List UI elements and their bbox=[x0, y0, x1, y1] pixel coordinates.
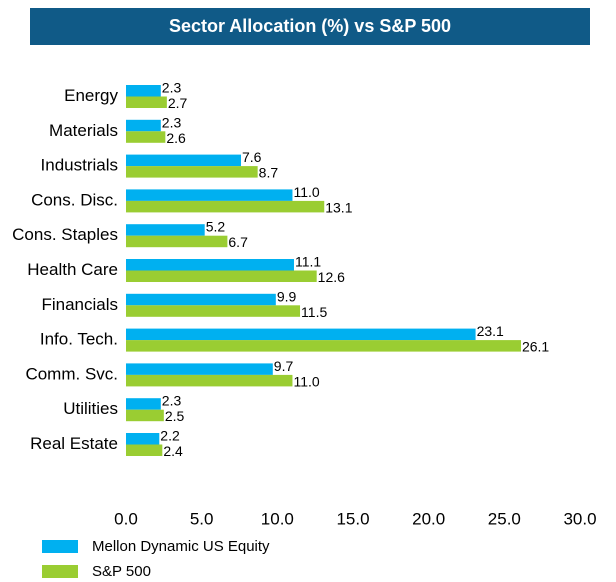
bar bbox=[126, 305, 301, 317]
x-tick-label: 0.0 bbox=[114, 509, 138, 528]
bar bbox=[126, 166, 258, 178]
value-label: 9.9 bbox=[277, 288, 297, 304]
legend-swatch bbox=[42, 565, 78, 578]
title-banner bbox=[30, 8, 590, 45]
x-tick-label: 20.0 bbox=[412, 509, 445, 528]
y-tick-label: Cons. Staples bbox=[12, 225, 118, 244]
x-tick-label: 25.0 bbox=[488, 509, 521, 528]
value-label: 7.6 bbox=[242, 149, 262, 165]
x-tick-label: 15.0 bbox=[336, 509, 369, 528]
value-label: 11.1 bbox=[295, 253, 321, 269]
bar bbox=[126, 293, 276, 306]
bar bbox=[126, 444, 163, 456]
value-label: 2.7 bbox=[168, 95, 188, 111]
value-label: 11.5 bbox=[301, 304, 327, 320]
value-label: 2.3 bbox=[162, 114, 182, 130]
bar bbox=[126, 363, 273, 375]
y-tick-label: Industrials bbox=[41, 156, 118, 175]
bar bbox=[126, 200, 325, 213]
value-label: 2.4 bbox=[163, 443, 183, 459]
value-label: 12.6 bbox=[318, 269, 345, 285]
y-tick-label: Energy bbox=[64, 86, 118, 105]
y-tick-label: Utilities bbox=[63, 399, 118, 418]
value-label: 26.1 bbox=[522, 339, 549, 355]
bar bbox=[126, 270, 317, 282]
value-label: 6.7 bbox=[228, 234, 248, 250]
bar bbox=[126, 85, 161, 97]
y-tick-label: Info. Tech. bbox=[40, 330, 118, 349]
bar bbox=[126, 235, 228, 248]
value-label: 11.0 bbox=[293, 373, 319, 389]
y-tick-label: Comm. Svc. bbox=[25, 364, 118, 383]
legend-label: S&P 500 bbox=[92, 563, 151, 580]
legend-label: Mellon Dynamic US Equity bbox=[92, 538, 270, 555]
bar bbox=[126, 409, 164, 422]
x-tick-label: 5.0 bbox=[190, 509, 214, 528]
y-tick-label: Health Care bbox=[27, 260, 118, 279]
bar bbox=[126, 340, 521, 352]
value-label: 2.6 bbox=[166, 130, 186, 146]
bar bbox=[126, 224, 205, 236]
value-label: 2.5 bbox=[165, 408, 185, 424]
x-tick-label: 30.0 bbox=[563, 509, 596, 528]
bar bbox=[126, 119, 161, 132]
value-label: 5.2 bbox=[206, 219, 226, 235]
value-label: 8.7 bbox=[259, 165, 279, 181]
value-label: 9.7 bbox=[274, 358, 294, 374]
bar bbox=[126, 433, 160, 445]
value-label: 23.1 bbox=[477, 323, 504, 339]
value-label: 11.0 bbox=[293, 184, 319, 200]
bar bbox=[126, 374, 293, 387]
bar bbox=[126, 328, 476, 341]
value-label: 2.3 bbox=[162, 393, 182, 409]
x-tick-label: 10.0 bbox=[261, 509, 294, 528]
bar bbox=[126, 398, 161, 410]
chart-title: Sector Allocation (%) vs S&P 500 bbox=[169, 16, 451, 36]
legend-swatch bbox=[42, 540, 78, 553]
y-tick-label: Financials bbox=[41, 295, 118, 314]
bar bbox=[126, 131, 166, 143]
value-label: 2.2 bbox=[160, 427, 180, 443]
value-label: 2.3 bbox=[162, 79, 182, 95]
bar bbox=[126, 189, 293, 201]
bar bbox=[126, 259, 294, 271]
bar bbox=[126, 96, 167, 108]
y-tick-label: Cons. Disc. bbox=[31, 190, 118, 209]
y-tick-label: Real Estate bbox=[30, 434, 118, 453]
value-label: 13.1 bbox=[325, 199, 352, 215]
bar bbox=[126, 154, 242, 167]
y-tick-label: Materials bbox=[49, 121, 118, 140]
